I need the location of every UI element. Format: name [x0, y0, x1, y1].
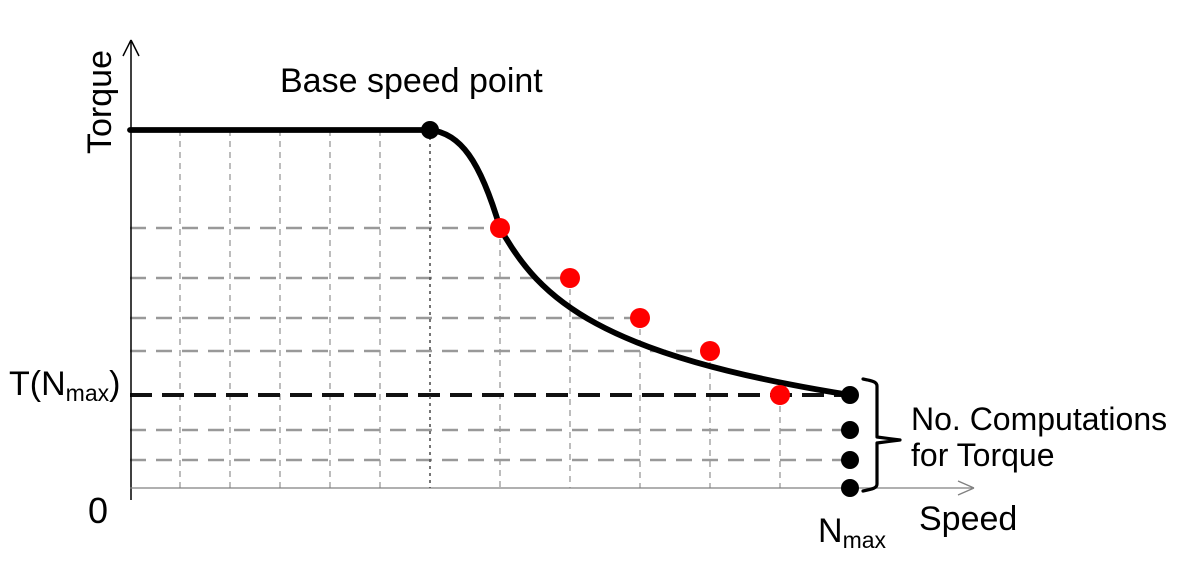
- svg-text:Torque: Torque: [81, 50, 119, 154]
- svg-text:Speed: Speed: [919, 500, 1017, 538]
- svg-text:0: 0: [88, 490, 108, 531]
- svg-text:Base speed point: Base speed point: [280, 62, 543, 100]
- svg-text:for Torque: for Torque: [911, 437, 1055, 473]
- svg-text:Nmax: Nmax: [818, 512, 887, 553]
- svg-text:T(Nmax): T(Nmax): [9, 365, 120, 406]
- svg-text:No. Computations: No. Computations: [911, 401, 1167, 437]
